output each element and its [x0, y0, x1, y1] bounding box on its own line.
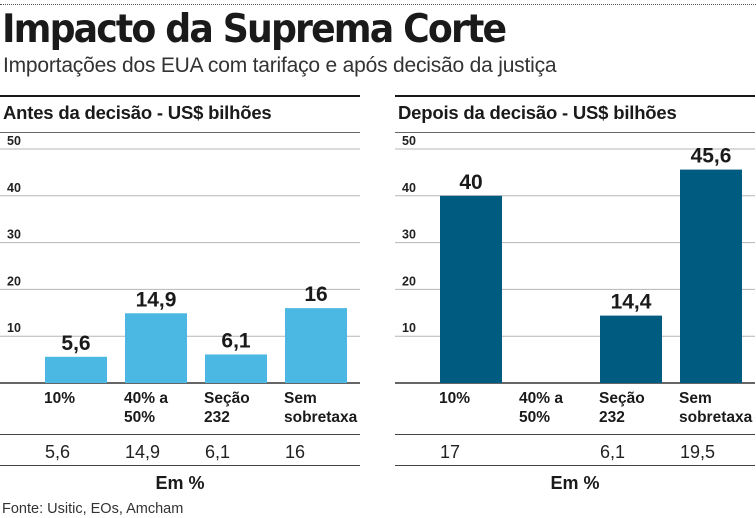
pct-value: 6,1	[600, 442, 626, 462]
chart-title: Impacto da Suprema Corte	[2, 7, 507, 52]
source-note: Fonte: Usitic, EOs, Amcham	[2, 501, 184, 517]
x-tick-label: Sem	[284, 390, 317, 407]
chart-subtitle: Importações dos EUA com tarifaço e após …	[3, 54, 557, 77]
pct-value: 17	[440, 442, 461, 462]
bar-value-label: 16	[304, 283, 327, 306]
x-tick-label: Sem	[679, 390, 712, 407]
x-tick-label: 50%	[124, 409, 155, 426]
x-tick-label: 50%	[519, 409, 550, 426]
bar	[205, 354, 267, 383]
x-tick-label: sobretaxa	[284, 409, 358, 426]
panel-before: Antes da decisão - US$ bilhões 10 20 30 40 5…	[0, 95, 360, 495]
pct-row: 5,6 14,9 6,1 16	[0, 440, 360, 464]
bar-value-label: 14,4	[611, 291, 652, 314]
pct-row-top-line	[395, 434, 755, 435]
bar	[600, 315, 662, 383]
y-tick-label: 40	[402, 181, 416, 195]
bar	[440, 195, 502, 383]
x-tick-label: Seção	[204, 390, 250, 407]
panel-after: Depois da decisão - US$ bilhões 10 20 30 40…	[395, 95, 755, 495]
y-tick-label: 10	[7, 321, 21, 335]
y-tick-label: 40	[7, 181, 21, 195]
pct-row-label: Em %	[155, 473, 205, 493]
y-tick-label: 50	[402, 135, 416, 148]
y-tick-label: 30	[7, 228, 21, 242]
top-rule	[0, 4, 756, 5]
x-tick-label: 40% a	[519, 390, 563, 407]
bar-chart-before: 10 20 30 40 50 5,6 10% 14,9 40% a 50% 6,1 Seção 232 1…	[0, 135, 360, 426]
panel-rule	[0, 95, 360, 97]
y-tick-label: 20	[7, 274, 21, 288]
x-tick-label: 40% a	[124, 390, 168, 407]
x-tick-label: sobretaxa	[679, 409, 753, 426]
pct-row-bottom-line	[0, 465, 360, 466]
y-tick-label: 20	[402, 274, 416, 288]
pct-row: 17 6,1 19,5	[395, 440, 755, 464]
pct-row-top-line	[0, 434, 360, 435]
x-tick-label: Seção	[599, 390, 645, 407]
pct-value: 19,5	[680, 442, 716, 462]
pct-value: 16	[285, 442, 306, 462]
bar	[680, 169, 742, 383]
y-tick-label: 50	[7, 135, 21, 148]
x-tick-label: 232	[204, 409, 230, 426]
y-tick-label: 30	[402, 228, 416, 242]
bar-value-label: 14,9	[136, 288, 177, 311]
y-tick-label: 10	[402, 321, 416, 335]
bar	[285, 308, 347, 383]
pct-value: 5,6	[45, 442, 71, 462]
pct-row-bottom-line	[395, 465, 755, 466]
pct-row-label: Em %	[550, 473, 600, 493]
pct-value: 14,9	[125, 442, 161, 462]
bar-value-label: 45,6	[691, 145, 732, 168]
pct-value: 6,1	[205, 442, 231, 462]
bar-chart-after: 10 20 30 40 50 40 10% 40% a 50% 14,4 Seção 232 45,6 S…	[395, 135, 755, 426]
panel-rule	[395, 95, 755, 97]
panel-title: Depois da decisão - US$ bilhões	[398, 102, 677, 123]
panel-title: Antes da decisão - US$ bilhões	[3, 102, 272, 123]
bar	[45, 356, 107, 383]
bar-value-label: 6,1	[221, 329, 251, 352]
panel-divider	[0, 132, 360, 133]
x-tick-label: 10%	[44, 390, 75, 407]
bar-value-label: 5,6	[61, 332, 90, 355]
panel-divider	[395, 132, 755, 133]
x-tick-label: 232	[599, 409, 625, 426]
bar-value-label: 40	[459, 171, 482, 194]
x-tick-label: 10%	[439, 390, 470, 407]
bar	[125, 313, 187, 383]
